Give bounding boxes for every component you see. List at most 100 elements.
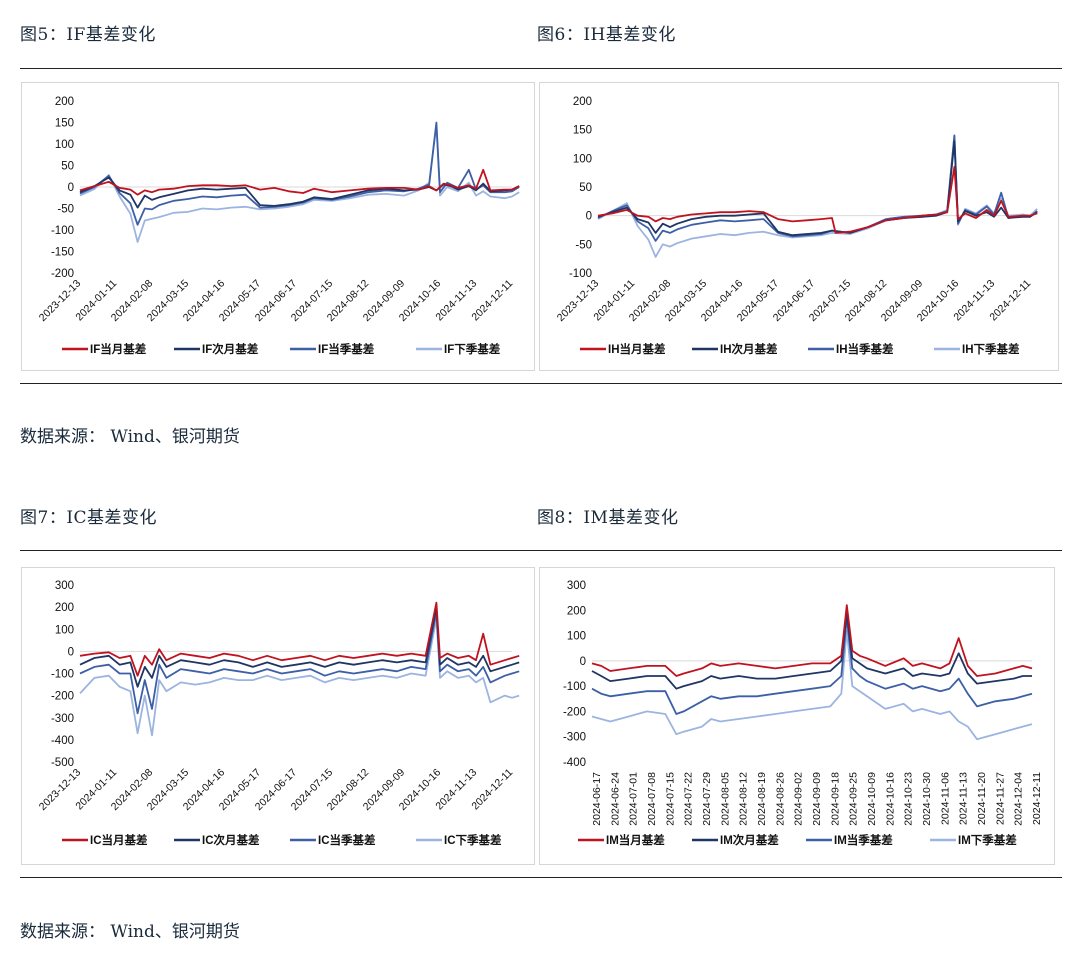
legend-label-3: IC当季基差 <box>318 833 376 847</box>
y-tick-label: 100 <box>573 153 592 165</box>
legend-label-1: IC当月基差 <box>90 833 148 847</box>
data-source-1: 数据来源： Wind、银河期货 <box>20 427 240 447</box>
series-line-2 <box>591 611 1032 690</box>
series-line-2 <box>79 176 520 209</box>
x-tick-label: 2024-07-01 <box>628 772 640 826</box>
legend-label-1: IM当月基差 <box>606 833 665 847</box>
y-tick-label: 0 <box>68 646 74 658</box>
y-tick-label: -300 <box>563 732 586 744</box>
chart-ic-panel: 300 200 100 0 -100 -200 -300 -400 -500 2023-12-13… <box>21 567 535 865</box>
series-line-1 <box>79 168 520 196</box>
x-tick-label: 2024-11-20 <box>976 772 988 825</box>
y-tick-label: -100 <box>563 681 586 693</box>
y-tick-label: 100 <box>55 139 74 151</box>
legend-label-2: IH次月基差 <box>720 342 778 356</box>
mid-rule-2 <box>20 550 1062 551</box>
y-tick-label: -400 <box>51 735 74 747</box>
y-tick-label: 0 <box>580 656 586 668</box>
series-line-1 <box>591 604 1033 677</box>
y-tick-label: 150 <box>573 125 592 137</box>
y-tick-label: 300 <box>567 580 586 592</box>
x-tick-label: 2024-10-30 <box>921 772 933 826</box>
legend-label-4: IC下季基差 <box>444 833 502 847</box>
bottom-rule <box>20 877 1062 878</box>
top-rule <box>20 68 1062 69</box>
y-tick-label: -500 <box>51 757 74 769</box>
x-tick-label: 2024-06-17 <box>591 772 603 826</box>
y-tick-label: 50 <box>61 161 74 173</box>
y-tick-label: -400 <box>563 757 586 769</box>
y-tick-label: 300 <box>55 580 74 592</box>
x-tick-label: 2024-08-12 <box>738 772 750 826</box>
x-tick-label: 2024-07-15 <box>664 772 676 826</box>
y-tick-label: 200 <box>55 96 74 108</box>
legend-label-4: IM下季基差 <box>958 833 1017 847</box>
mid-rule-1 <box>20 383 1062 384</box>
legend-label-4: IF下季基差 <box>444 342 501 356</box>
x-tick-label: 2024-12-04 <box>1013 772 1025 826</box>
y-tick-label: 200 <box>55 602 74 614</box>
legend-label-1: IF当月基差 <box>90 342 147 356</box>
y-tick-label: -300 <box>51 713 74 725</box>
figure-7-title: 图7：IC基差变化 <box>20 508 158 528</box>
series-line-4 <box>597 134 1038 258</box>
x-tick-label: 2024-07-29 <box>701 772 713 826</box>
legend-label-3: IM当季基差 <box>834 833 893 847</box>
series-line-2 <box>79 606 520 688</box>
y-tick-label: -50 <box>575 239 592 251</box>
series-line-1 <box>79 601 520 677</box>
x-tick-label: 2024-10-16 <box>884 772 896 826</box>
x-tick-label: 2024-10-09 <box>866 772 878 826</box>
legend-label-2: IC次月基差 <box>202 833 260 847</box>
x-tick-label: 2024-09-02 <box>793 772 805 826</box>
y-tick-label: 200 <box>567 605 586 617</box>
y-tick-label: 100 <box>55 624 74 636</box>
y-tick-label: -200 <box>51 691 74 703</box>
x-tick-label: 2024-08-19 <box>756 772 768 826</box>
chart-im-panel: 300 200 100 0 -100 -200 -300 -400 2024-06-17 2024… <box>539 567 1055 865</box>
data-source-2: 数据来源： Wind、银河期货 <box>20 922 240 942</box>
legend-label-3: IF当季基差 <box>318 342 375 356</box>
y-tick-label: -100 <box>51 669 74 681</box>
y-tick-label: -100 <box>51 225 74 237</box>
y-tick-label: 100 <box>567 631 586 643</box>
figure-8-title: 图8：IM基差变化 <box>537 508 679 528</box>
x-tick-label: 2024-08-05 <box>719 772 731 826</box>
x-tick-label: 2024-12-11 <box>1031 772 1043 825</box>
x-tick-label: 2024-07-08 <box>646 772 658 826</box>
series-line-3 <box>79 610 520 715</box>
series-line-4 <box>79 123 520 243</box>
x-tick-label: 2024-11-06 <box>939 772 951 825</box>
chart-im: 300 200 100 0 -100 -200 -300 -400 2024-06-17 2024… <box>563 580 1043 847</box>
figure-5-title: 图5：IF基差变化 <box>20 25 156 45</box>
x-tick-label: 2024-09-25 <box>848 772 860 826</box>
legend-label-3: IH当季基差 <box>836 342 894 356</box>
y-tick-label: 150 <box>55 118 74 130</box>
legend-label-1: IH当月基差 <box>608 342 666 356</box>
series-line-2 <box>597 140 1038 237</box>
chart-ih: 200150100500-50-1002023-12-132024-01-112… <box>555 96 1038 356</box>
x-tick-label: 2024-11-13 <box>958 772 970 825</box>
legend-label-2: IF次月基差 <box>202 342 259 356</box>
x-tick-label: 2024-06-24 <box>609 772 621 826</box>
x-tick-label: 2024-07-22 <box>683 772 695 826</box>
y-tick-label: -200 <box>563 706 586 718</box>
chart-if-panel: 200 150 100 50 0 -50 -100 -150 -200 2023-12-13 202… <box>21 82 535 371</box>
y-tick-label: 50 <box>579 182 592 194</box>
x-tick-label: 2024-09-18 <box>829 772 841 826</box>
series-line-3 <box>591 617 1033 715</box>
y-tick-label: -150 <box>51 247 74 259</box>
chart-ih-panel: 200 150 100 50 0 -50 -100 2023-12-13 2024-01-11 2… <box>539 82 1059 371</box>
y-tick-label: 0 <box>68 182 74 194</box>
y-tick-label: 0 <box>586 211 592 223</box>
x-tick-label: 2024-08-26 <box>774 772 786 826</box>
figure-6-title: 图6：IH基差变化 <box>537 25 676 45</box>
y-tick-label: 200 <box>573 96 592 108</box>
chart-if: 200150100500-50-100-150-2002023-12-13202… <box>37 96 520 356</box>
x-tick-label: 2024-09-09 <box>811 772 823 826</box>
series-line-4 <box>591 629 1033 741</box>
x-tick-label: 2024-10-23 <box>903 772 915 826</box>
y-tick-label: -50 <box>57 204 74 216</box>
legend-label-2: IM次月基差 <box>720 833 779 847</box>
series-line-1 <box>597 166 1038 234</box>
